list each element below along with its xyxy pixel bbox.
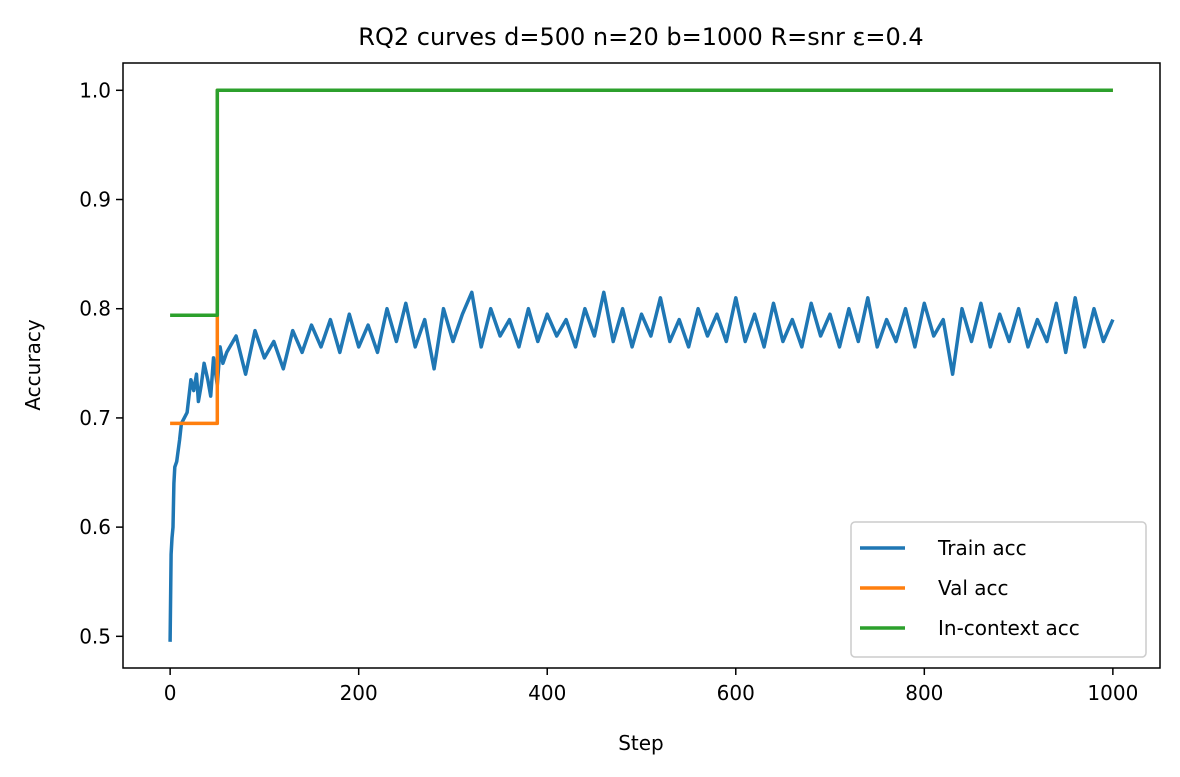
legend-label: In-context acc — [938, 616, 1080, 640]
legend-label: Train acc — [937, 536, 1027, 560]
legend: Train acc Val acc In-context acc — [850, 521, 1147, 658]
x-axis-label: Step — [618, 731, 664, 755]
axes-frame — [122, 62, 1161, 669]
y-tick-label: 0.7 — [79, 406, 111, 430]
series-line-in-context-acc — [170, 88, 1113, 318]
series-line-train-acc — [168, 290, 1115, 642]
legend-box — [850, 521, 1147, 658]
y-tick-label: 0.8 — [79, 297, 111, 321]
y-tick-label: 0.9 — [79, 188, 111, 212]
x-tick-label: 800 — [905, 681, 943, 705]
x-tick-label: 1000 — [1087, 681, 1138, 705]
x-tick-label: 0 — [164, 681, 177, 705]
y-axis-label: Accuracy — [21, 319, 45, 410]
y-tick-label: 0.6 — [79, 515, 111, 539]
x-tick-label: 200 — [340, 681, 378, 705]
legend-label: Val acc — [938, 576, 1009, 600]
x-tick-label: 600 — [717, 681, 755, 705]
series-line-val-acc — [170, 88, 1113, 426]
y-tick-label: 1.0 — [79, 78, 111, 102]
plot-area — [168, 88, 1115, 642]
chart-title: RQ2 curves d=500 n=20 b=1000 R=snr ε=0.4 — [358, 23, 923, 51]
ticks: 0 200 400 600 800 1000 0.5 0.6 0.7 0.8 0.9 1.0 — [79, 78, 1138, 705]
y-tick-label: 0.5 — [79, 624, 111, 648]
x-tick-label: 400 — [528, 681, 566, 705]
